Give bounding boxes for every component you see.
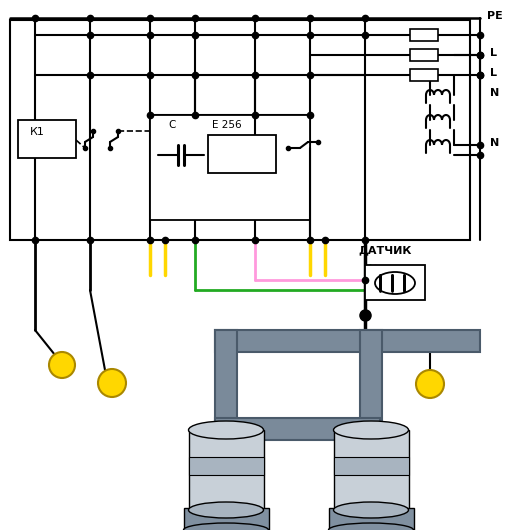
Ellipse shape <box>334 502 408 518</box>
Bar <box>150 115 310 220</box>
Text: PE: PE <box>487 11 503 21</box>
Bar <box>365 265 425 300</box>
Ellipse shape <box>188 502 264 518</box>
Text: ДАТЧИК: ДАТЧИК <box>358 245 411 255</box>
Bar <box>360 330 382 430</box>
Bar <box>189 457 264 475</box>
Bar <box>184 508 269 530</box>
Text: L: L <box>490 48 497 58</box>
Text: N: N <box>490 88 499 98</box>
Circle shape <box>49 352 75 378</box>
Bar <box>334 430 409 510</box>
Text: N: N <box>490 138 499 148</box>
Text: С: С <box>168 120 176 130</box>
Bar <box>215 330 237 430</box>
Text: Е 256: Е 256 <box>212 120 242 130</box>
Bar <box>334 457 409 475</box>
Bar <box>410 69 438 81</box>
Bar <box>410 49 438 61</box>
Text: К1: К1 <box>30 127 45 137</box>
Bar <box>410 29 438 41</box>
Circle shape <box>98 369 126 397</box>
Ellipse shape <box>334 421 408 439</box>
Ellipse shape <box>183 523 268 530</box>
Ellipse shape <box>375 272 415 294</box>
Bar <box>10 20 470 240</box>
Bar <box>215 418 380 440</box>
Ellipse shape <box>329 523 414 530</box>
Bar <box>208 135 276 173</box>
Bar <box>215 330 480 352</box>
Bar <box>18 120 76 158</box>
Bar <box>189 430 264 510</box>
Bar <box>329 508 414 530</box>
Circle shape <box>416 370 444 398</box>
Ellipse shape <box>188 421 264 439</box>
Text: L: L <box>490 68 497 78</box>
